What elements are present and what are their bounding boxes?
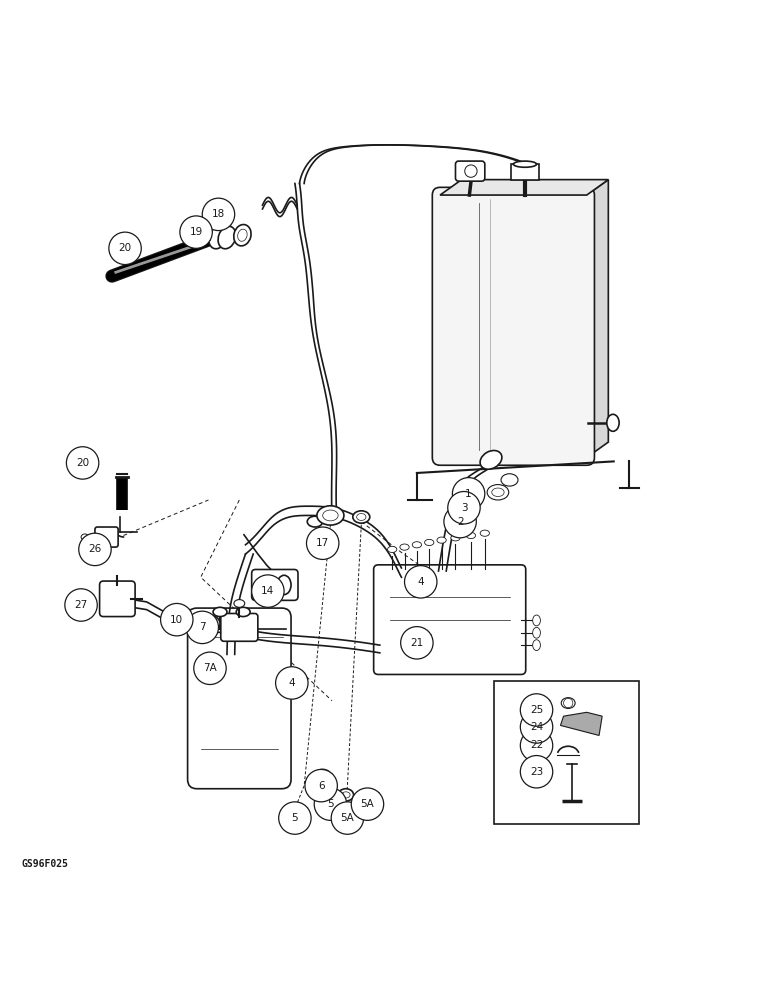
Text: 20: 20 (118, 243, 132, 253)
FancyBboxPatch shape (188, 608, 291, 789)
Text: 5A: 5A (340, 813, 354, 823)
Ellipse shape (388, 546, 397, 552)
FancyBboxPatch shape (95, 527, 118, 547)
Ellipse shape (501, 474, 518, 486)
Ellipse shape (197, 615, 220, 632)
Text: 25: 25 (530, 705, 543, 715)
Circle shape (351, 788, 384, 820)
Text: 22: 22 (530, 740, 543, 750)
Ellipse shape (236, 607, 250, 617)
Text: 10: 10 (170, 615, 184, 625)
Circle shape (405, 566, 437, 598)
Circle shape (202, 198, 235, 231)
Circle shape (109, 232, 141, 265)
FancyBboxPatch shape (252, 569, 298, 600)
Circle shape (520, 711, 553, 743)
Ellipse shape (487, 485, 509, 500)
Circle shape (65, 589, 97, 621)
Text: 2: 2 (457, 517, 463, 527)
Ellipse shape (338, 789, 354, 801)
Ellipse shape (412, 542, 422, 548)
Ellipse shape (480, 530, 489, 536)
Text: 3: 3 (461, 503, 467, 513)
Ellipse shape (218, 226, 236, 249)
Ellipse shape (480, 450, 502, 469)
Circle shape (180, 216, 212, 248)
Polygon shape (560, 712, 602, 735)
Text: 24: 24 (530, 722, 543, 732)
Ellipse shape (466, 532, 476, 539)
Ellipse shape (437, 537, 446, 543)
Text: 23: 23 (530, 767, 543, 777)
Circle shape (186, 611, 218, 644)
Text: 21: 21 (410, 638, 424, 648)
Circle shape (331, 802, 364, 834)
FancyBboxPatch shape (432, 187, 594, 465)
Ellipse shape (533, 640, 540, 651)
Circle shape (66, 447, 99, 479)
Ellipse shape (208, 226, 227, 249)
FancyBboxPatch shape (100, 581, 135, 617)
Text: GS96F025: GS96F025 (22, 859, 69, 869)
Circle shape (161, 603, 193, 636)
Text: 20: 20 (76, 458, 90, 468)
Text: 7: 7 (199, 622, 205, 632)
Polygon shape (440, 180, 608, 195)
Text: 17: 17 (316, 538, 330, 548)
Circle shape (194, 652, 226, 685)
Circle shape (520, 694, 553, 726)
Circle shape (401, 627, 433, 659)
Ellipse shape (425, 539, 434, 546)
Ellipse shape (213, 607, 227, 617)
Ellipse shape (81, 534, 89, 540)
Circle shape (444, 505, 476, 538)
Ellipse shape (234, 225, 251, 246)
Circle shape (252, 575, 284, 607)
Ellipse shape (451, 535, 460, 541)
Bar (494, 681, 639, 824)
Circle shape (276, 667, 308, 699)
Text: 18: 18 (212, 209, 225, 219)
Circle shape (279, 802, 311, 834)
Circle shape (520, 729, 553, 762)
Ellipse shape (607, 414, 619, 431)
Circle shape (79, 533, 111, 566)
Text: 5A: 5A (361, 799, 374, 809)
Circle shape (306, 527, 339, 559)
Text: 1: 1 (466, 489, 472, 499)
Circle shape (448, 492, 480, 524)
Text: 6: 6 (318, 781, 324, 791)
Ellipse shape (561, 698, 575, 708)
FancyBboxPatch shape (374, 565, 526, 674)
Text: 4: 4 (289, 678, 295, 688)
Polygon shape (587, 180, 608, 458)
Text: 5: 5 (327, 799, 334, 809)
Ellipse shape (513, 161, 537, 167)
Ellipse shape (307, 516, 323, 527)
Text: 19: 19 (189, 227, 203, 237)
Ellipse shape (314, 769, 331, 783)
Text: 4: 4 (418, 577, 424, 587)
Circle shape (452, 478, 485, 510)
Circle shape (314, 788, 347, 820)
Ellipse shape (533, 627, 540, 638)
Ellipse shape (316, 803, 333, 815)
Text: 14: 14 (261, 586, 275, 596)
Ellipse shape (317, 506, 344, 525)
Ellipse shape (277, 575, 291, 595)
Ellipse shape (353, 511, 370, 523)
Ellipse shape (234, 600, 245, 607)
Ellipse shape (533, 615, 540, 626)
Bar (511, 164, 539, 180)
FancyBboxPatch shape (221, 613, 258, 641)
Text: 27: 27 (74, 600, 88, 610)
Text: 7A: 7A (203, 663, 217, 673)
FancyBboxPatch shape (455, 161, 485, 181)
Ellipse shape (400, 544, 409, 550)
Circle shape (305, 769, 337, 802)
Text: 26: 26 (88, 544, 102, 554)
Text: 5: 5 (292, 813, 298, 823)
Circle shape (520, 756, 553, 788)
